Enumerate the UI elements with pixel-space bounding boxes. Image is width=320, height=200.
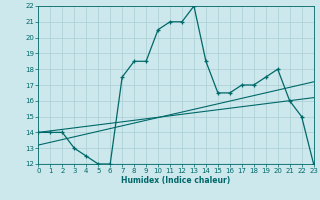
X-axis label: Humidex (Indice chaleur): Humidex (Indice chaleur): [121, 176, 231, 185]
